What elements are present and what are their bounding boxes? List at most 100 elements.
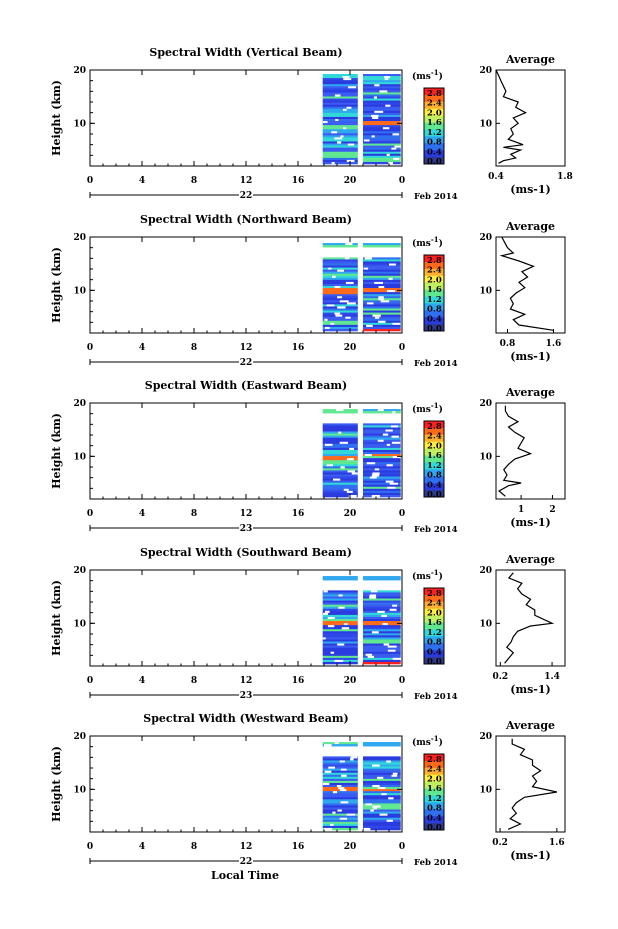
- heatmap-gap: [392, 322, 400, 326]
- heatmap-gap: [381, 614, 387, 618]
- heatmap-cell: [322, 819, 358, 823]
- heatmap-cell: [363, 306, 401, 309]
- heatmap-gap: [364, 257, 372, 260]
- heatmap-gap: [392, 772, 398, 776]
- heatmap-cell: [363, 116, 401, 120]
- colorbar-tick-label: 1.2: [427, 128, 442, 138]
- heatmap-cell: [322, 135, 358, 138]
- heatmap-gap: [391, 425, 398, 428]
- profile-x-axis-label: (ms-1): [510, 683, 550, 696]
- heatmap-cell: [363, 657, 401, 661]
- heatmap-gap: [391, 147, 397, 150]
- heatmap-gap: [370, 809, 374, 812]
- profile-frame: [495, 735, 566, 833]
- colorbar-swatch: [424, 809, 444, 817]
- heatmap-block: [322, 742, 358, 831]
- colorbar-swatch: [424, 650, 444, 658]
- heatmap-cell: [363, 484, 401, 488]
- heatmap-cell: [322, 74, 358, 77]
- heatmap-gap: [343, 108, 347, 112]
- heatmap-gap: [322, 637, 326, 640]
- heatmap-cell: [363, 604, 401, 608]
- colorbar-swatch: [424, 108, 444, 117]
- heatmap-gap: [374, 110, 384, 114]
- heatmap-cell: [322, 271, 358, 275]
- heatmap-cell: [322, 125, 358, 128]
- heatmap-cell: [363, 742, 401, 745]
- heatmap-cell: [363, 641, 401, 644]
- heatmap-block: [363, 74, 403, 165]
- heatmap-block: [322, 74, 358, 165]
- heatmap-cell: [322, 427, 358, 430]
- heatmap-gap: [325, 326, 330, 330]
- heatmap-cell: [322, 326, 358, 330]
- x-tick-label: 20: [344, 842, 357, 852]
- heatmap-gap: [386, 443, 391, 447]
- heatmap-cell: [322, 121, 358, 124]
- heatmap-gap: [382, 623, 388, 626]
- heatmap-cell: [363, 441, 401, 445]
- heatmap-cell: [363, 766, 401, 769]
- heatmap-cell: [363, 803, 401, 806]
- heatmap-cell: [363, 805, 401, 808]
- heatmap-cell: [363, 809, 401, 812]
- colorbar-tick-label: 2.8: [427, 422, 442, 432]
- heatmap-cell: [363, 633, 401, 636]
- colorbar-tick-label: 2.0: [427, 275, 442, 285]
- heatmap-gap: [378, 298, 384, 301]
- heatmap-cell: [322, 322, 358, 326]
- heatmap-gap: [379, 813, 388, 816]
- profile-line: [499, 236, 554, 331]
- x-tick-label: 12: [240, 343, 253, 353]
- heatmap-gap: [334, 659, 344, 663]
- heatmap-cell: [322, 486, 358, 490]
- panel-title: Spectral Width (Vertical Beam): [149, 46, 342, 59]
- heatmap-gap: [392, 657, 402, 661]
- heatmap-cell: [322, 411, 358, 414]
- colorbar-swatch: [424, 816, 444, 824]
- heatmap-cell: [363, 594, 401, 597]
- heatmap-cell: [363, 482, 401, 486]
- heatmap-gap: [371, 114, 379, 118]
- heatmap-cell: [322, 324, 358, 328]
- heatmap-gap: [369, 596, 377, 599]
- colorbar-swatch: [424, 282, 444, 290]
- heatmap-gap: [339, 441, 349, 445]
- heatmap-cell: [363, 324, 401, 328]
- heatmap-cell: [363, 456, 401, 459]
- heatmap-cell: [322, 143, 358, 146]
- heatmap-cell: [322, 635, 358, 638]
- heatmap-cell: [363, 312, 401, 315]
- heatmap-gap: [391, 435, 399, 438]
- colorbar-swatch: [424, 317, 444, 325]
- heatmap-gap: [374, 84, 380, 87]
- profile-x-axis-label: (ms-1): [510, 516, 550, 529]
- y-tick-label: 10: [73, 452, 86, 462]
- heatmap-cell: [363, 631, 401, 634]
- heatmap-cell: [322, 655, 358, 659]
- heatmap-cell: [363, 294, 401, 297]
- heatmap-cell: [322, 625, 358, 628]
- heatmap-gap: [369, 594, 377, 597]
- heatmap-cell: [322, 764, 358, 767]
- heatmap-cell: [322, 801, 358, 804]
- heatmap-cell: [363, 760, 401, 763]
- x-tick-label: 8: [191, 176, 197, 186]
- heatmap-cell: [322, 623, 358, 626]
- heatmap-cell: [363, 157, 401, 161]
- heatmap-cell: [322, 425, 358, 428]
- profile-x-tick-label: 1: [518, 505, 524, 515]
- profile-y-tick-label: 10: [479, 785, 492, 795]
- y-tick-label: 10: [73, 119, 86, 129]
- heatmap-cell: [322, 610, 358, 614]
- heatmap-block: [363, 576, 402, 665]
- y-tick-label: 20: [73, 233, 86, 243]
- colorbar-tick-label: 0.4: [427, 480, 442, 490]
- colorbar-swatch: [424, 483, 444, 491]
- heatmap-gap: [351, 472, 360, 475]
- heatmap-gap: [364, 454, 372, 457]
- heatmap-gap: [331, 275, 336, 279]
- heatmap-gap: [346, 813, 356, 816]
- colorbar-swatch: [424, 615, 444, 623]
- heatmap-gap: [339, 789, 347, 792]
